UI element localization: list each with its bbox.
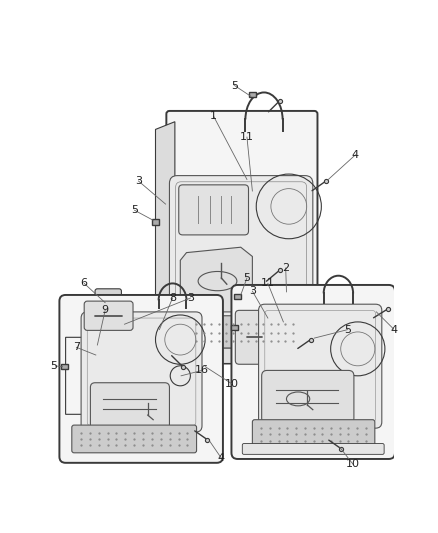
FancyBboxPatch shape — [84, 301, 133, 330]
Text: 11: 11 — [261, 278, 275, 288]
FancyBboxPatch shape — [81, 312, 202, 432]
Text: 3: 3 — [135, 176, 142, 186]
Text: 16: 16 — [195, 366, 209, 375]
Text: 4: 4 — [391, 325, 398, 335]
FancyBboxPatch shape — [60, 295, 223, 463]
Text: 5: 5 — [131, 205, 138, 215]
Text: 2: 2 — [282, 263, 289, 273]
FancyBboxPatch shape — [179, 185, 248, 235]
FancyBboxPatch shape — [231, 285, 395, 459]
Text: 10: 10 — [224, 378, 238, 389]
Text: 4: 4 — [218, 453, 225, 463]
Text: 3: 3 — [187, 293, 194, 303]
FancyBboxPatch shape — [166, 111, 318, 364]
Bar — [60, 364, 67, 369]
Text: 6: 6 — [81, 278, 88, 288]
Text: 10: 10 — [346, 459, 360, 470]
Text: 3: 3 — [249, 286, 256, 296]
FancyBboxPatch shape — [252, 419, 375, 449]
Polygon shape — [155, 122, 175, 360]
FancyBboxPatch shape — [188, 316, 301, 350]
Bar — [234, 294, 241, 299]
Text: 4: 4 — [352, 150, 359, 160]
Bar — [231, 325, 238, 330]
Polygon shape — [180, 247, 252, 312]
Bar — [249, 92, 256, 98]
Text: 5: 5 — [231, 80, 238, 91]
Polygon shape — [66, 337, 95, 414]
Text: 7: 7 — [73, 342, 80, 352]
Bar — [152, 219, 159, 224]
Text: 1: 1 — [210, 111, 217, 122]
Text: 8: 8 — [169, 293, 176, 303]
FancyBboxPatch shape — [235, 310, 270, 364]
Text: 5: 5 — [344, 325, 351, 335]
Text: 11: 11 — [240, 132, 254, 142]
FancyBboxPatch shape — [258, 304, 382, 428]
FancyBboxPatch shape — [242, 443, 384, 454]
FancyBboxPatch shape — [72, 425, 197, 453]
FancyBboxPatch shape — [170, 175, 313, 334]
Text: 5: 5 — [49, 361, 57, 371]
Text: 9: 9 — [102, 305, 109, 316]
FancyBboxPatch shape — [95, 289, 121, 334]
FancyBboxPatch shape — [90, 383, 170, 434]
Text: 5: 5 — [244, 273, 251, 283]
FancyBboxPatch shape — [169, 348, 317, 364]
FancyBboxPatch shape — [261, 370, 354, 424]
